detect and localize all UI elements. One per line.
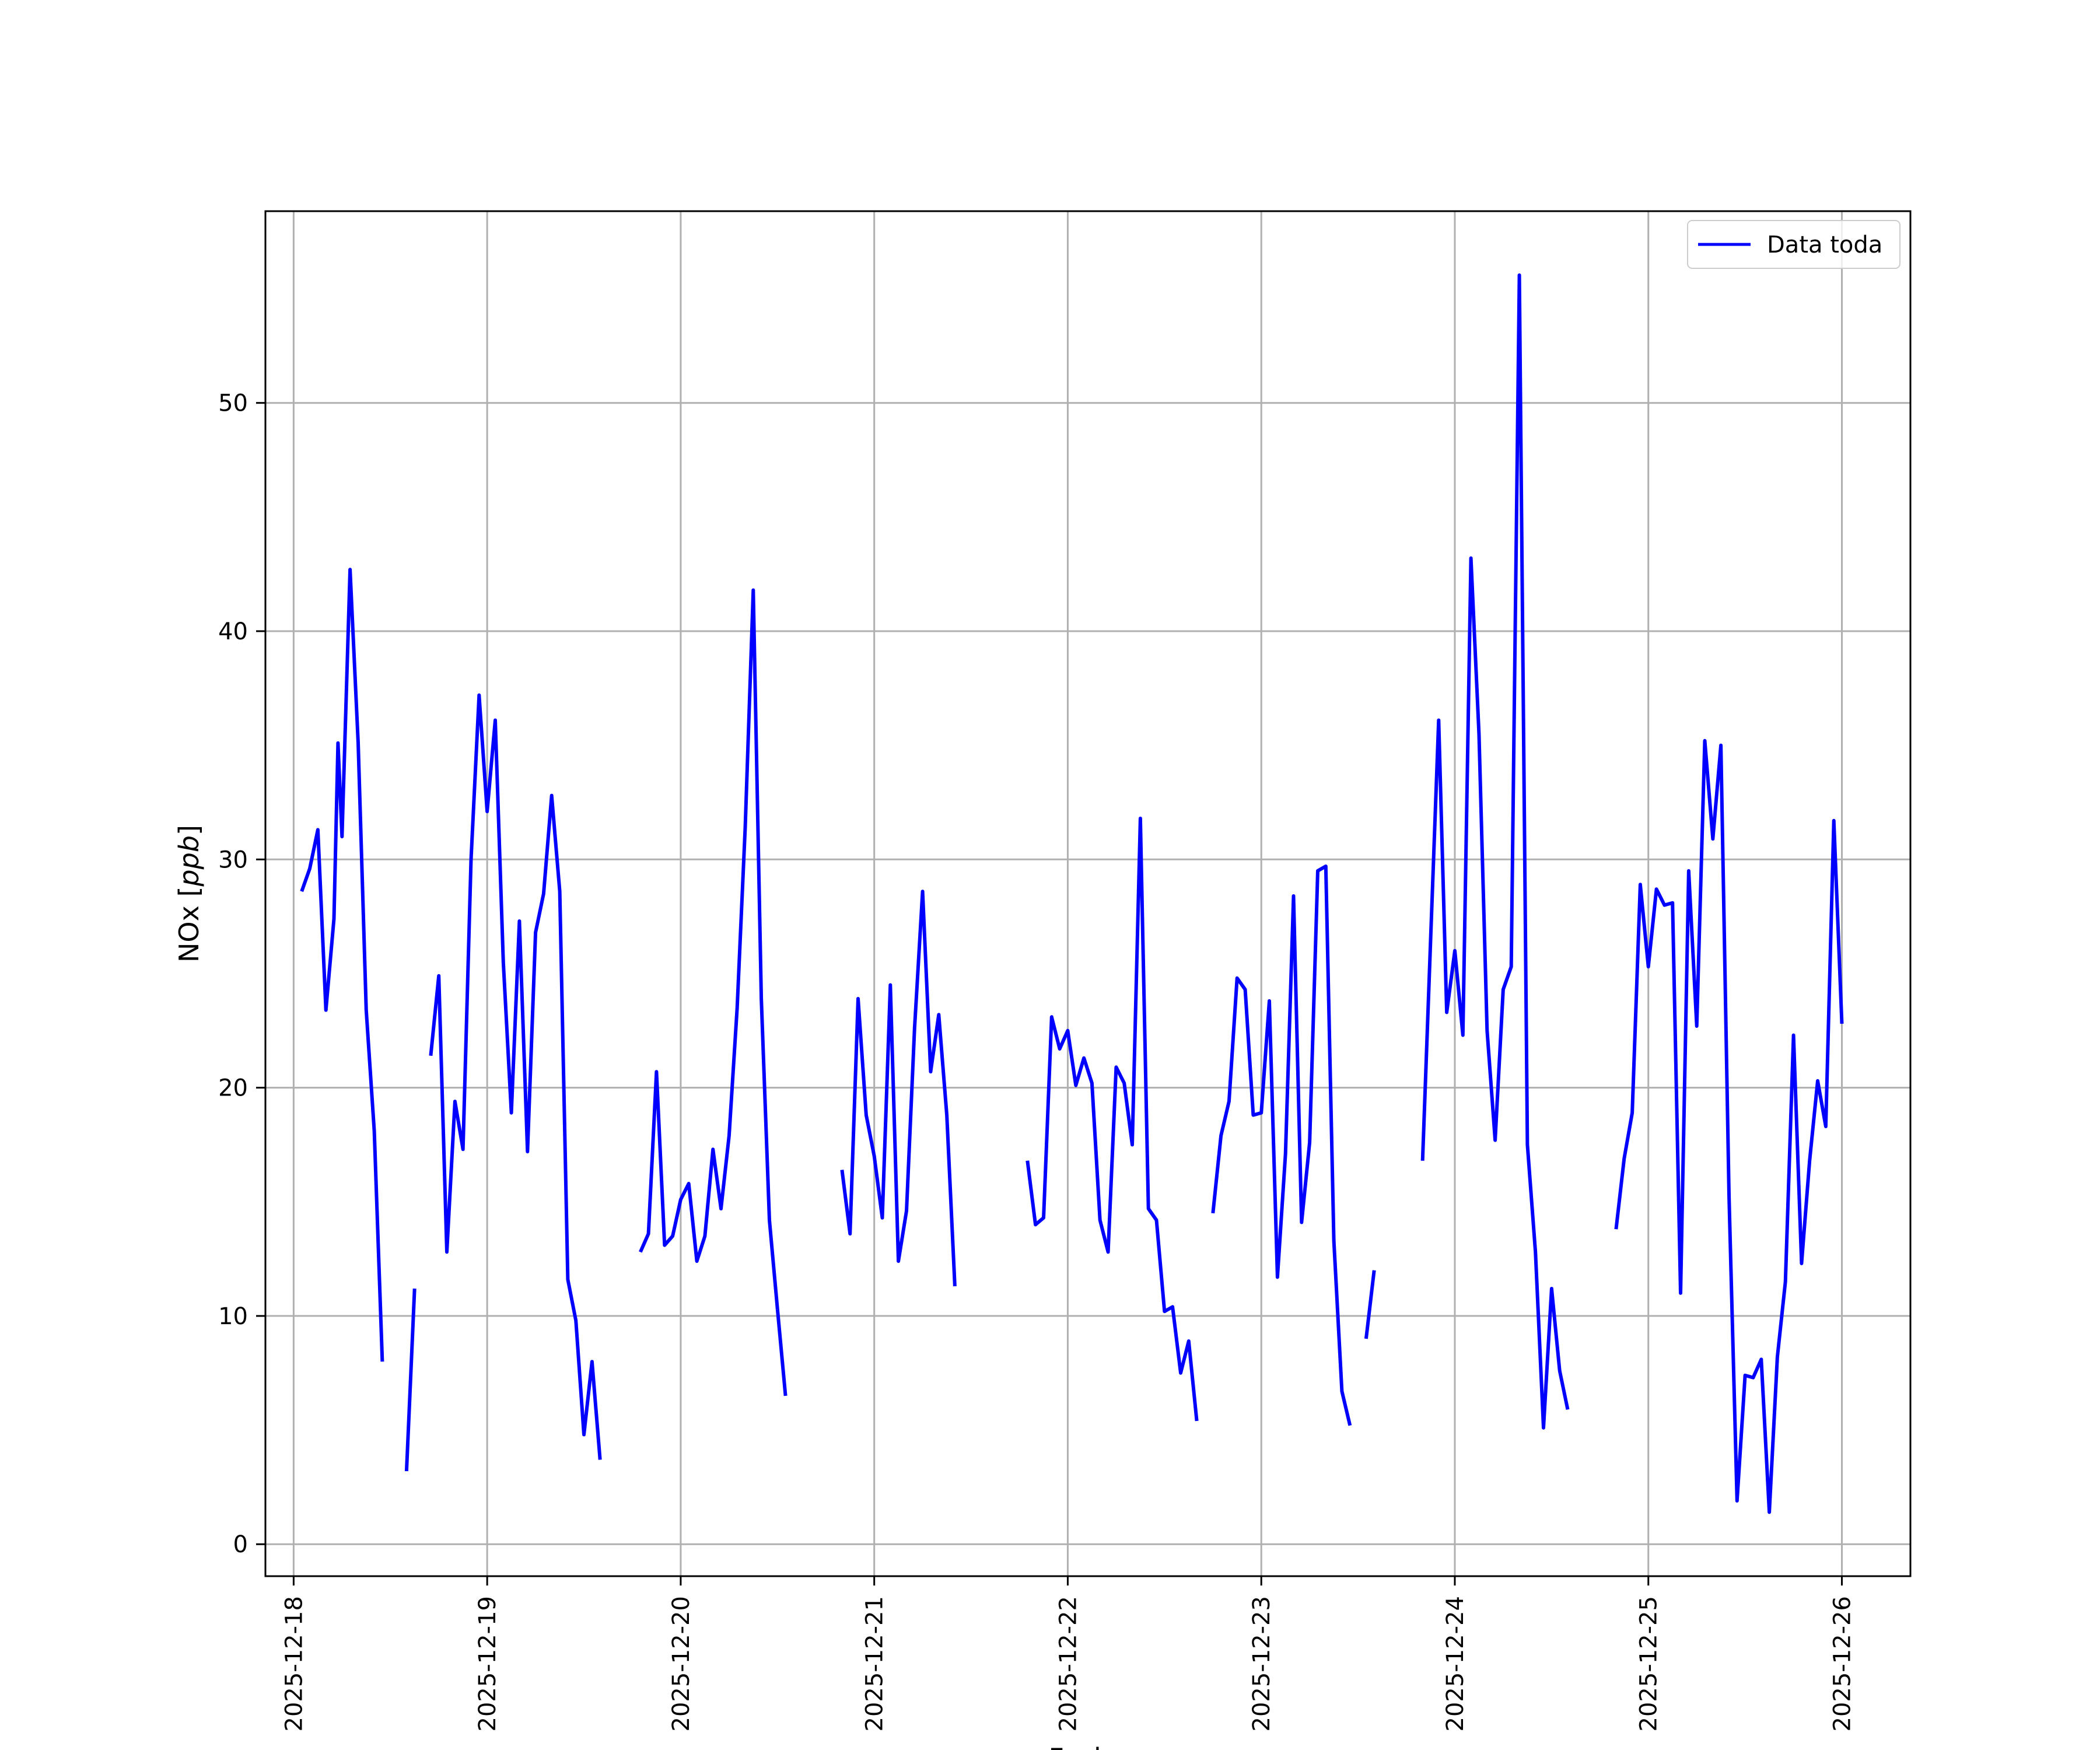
series-line-segment [429, 693, 602, 1460]
legend-label: Data toda [1767, 232, 1882, 258]
series-line-segment [1026, 816, 1199, 1422]
x-axis-label: Fecha [1049, 1742, 1128, 1750]
series-line-segment [1364, 1270, 1376, 1339]
x-tick-label: 2025-12-22 [1055, 1596, 1082, 1731]
x-tick-label: 2025-12-21 [862, 1596, 888, 1731]
x-tick-label: 2025-12-19 [474, 1596, 501, 1731]
series-line-segment [404, 1288, 416, 1472]
x-axis: 2025-12-18 2025-12-19 2025-12-20 2025-12-21… [281, 1576, 1856, 1731]
legend-box [1687, 220, 1901, 269]
series-line-segment [639, 588, 779, 1310]
y-axis-label: NOx [ppb] [173, 825, 205, 963]
plot-area-background [265, 211, 1910, 1576]
x-tick-label: 2025-12-23 [1248, 1596, 1275, 1731]
y-axis: 0 10 20 30 40 50 [218, 390, 265, 1558]
series-line-segment [1420, 273, 1570, 1430]
x-tick-label: 2025-12-25 [1636, 1596, 1662, 1731]
y-tick-label: 40 [218, 618, 248, 645]
x-tick-label: 2025-12-24 [1442, 1596, 1469, 1731]
y-tick-label: 30 [218, 846, 248, 873]
y-tick-label: 0 [233, 1531, 248, 1558]
series-data-toda [300, 273, 1844, 1514]
x-tick-label: 2025-12-18 [281, 1596, 307, 1731]
series-line-segment [1614, 738, 1844, 1514]
series-line-segment [840, 890, 957, 1287]
y-axis-label-unit: ppb [173, 835, 205, 887]
y-axis-label-suffix: ] [173, 825, 205, 835]
series-line-segment [300, 568, 384, 1362]
x-tick-label: 2025-12-26 [1829, 1596, 1856, 1731]
series-line-segment [775, 1308, 788, 1396]
grid-lines [265, 211, 1910, 1576]
x-tick-label: 2025-12-20 [668, 1596, 695, 1731]
legend: Data toda [1687, 220, 1901, 269]
y-axis-label-prefix: NOx [ [173, 887, 205, 963]
y-tick-label: 50 [218, 390, 248, 417]
plot-frame [264, 210, 1912, 1577]
y-tick-label: 20 [218, 1075, 248, 1102]
y-tick-label: 10 [218, 1303, 248, 1330]
series-line-segment [1211, 864, 1352, 1426]
